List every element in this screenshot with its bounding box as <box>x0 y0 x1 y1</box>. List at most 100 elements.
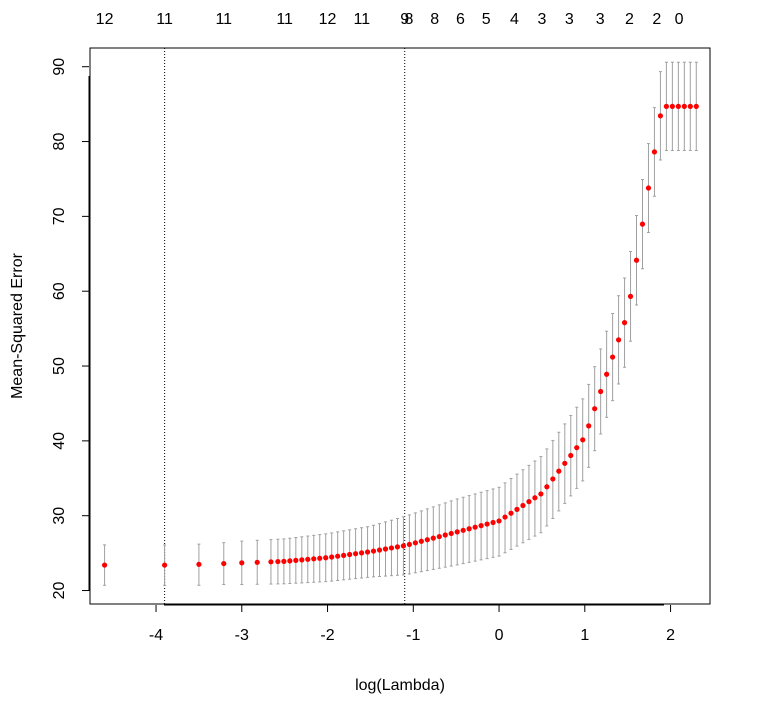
mse-point <box>586 423 592 429</box>
mse-point <box>669 103 675 109</box>
mse-point <box>615 337 622 343</box>
y-tick-label: 70 <box>51 207 68 225</box>
mse-point <box>657 113 664 119</box>
top-axis-nonzero-counts: 12 11 11 11 12 11 98 8 6 5 4 3 3 3 2 2 0 <box>96 11 684 28</box>
mse-point <box>281 558 287 564</box>
y-tick-label: 40 <box>51 432 68 450</box>
top-axis-label: 12 <box>319 11 337 28</box>
mse-point <box>448 530 454 537</box>
mse-point <box>472 524 478 530</box>
mse-point <box>514 506 520 512</box>
mse-point <box>394 544 401 550</box>
y-tick-label: 80 <box>51 133 68 151</box>
x-axis-title: log(Lambda) <box>355 677 445 694</box>
reference-lines <box>164 48 406 604</box>
mse-point <box>598 388 604 395</box>
top-axis-label: 0 <box>675 11 684 28</box>
mse-point <box>376 547 383 553</box>
top-axis-label: 3 <box>565 11 574 28</box>
mse-point <box>645 185 652 191</box>
mse-point <box>370 548 377 554</box>
mse-point <box>382 546 389 552</box>
top-axis-label: 5 <box>482 11 491 28</box>
mse-point <box>335 553 341 559</box>
x-tick-label: -1 <box>406 627 420 644</box>
mse-point <box>478 523 484 529</box>
top-axis-label: 2 <box>625 11 634 28</box>
y-tick-label: 60 <box>51 282 68 300</box>
mse-point <box>162 562 168 568</box>
mse-point <box>538 491 544 497</box>
mse-points <box>101 103 699 568</box>
mse-point <box>627 293 634 299</box>
mse-point <box>254 559 260 565</box>
mse-point <box>400 543 407 549</box>
y-tick-label: 20 <box>51 582 68 600</box>
mse-point <box>520 502 526 509</box>
mse-point <box>299 557 305 563</box>
top-axis-label: 2 <box>652 11 661 28</box>
mse-point <box>687 103 693 109</box>
mse-point <box>101 562 108 568</box>
mse-point <box>358 550 365 556</box>
mse-point <box>663 103 669 109</box>
x-tick-label: 0 <box>495 627 504 644</box>
mse-point <box>406 541 412 548</box>
x-tick-label: -2 <box>320 627 334 644</box>
mse-point <box>490 519 496 526</box>
top-axis-label: 3 <box>537 11 546 28</box>
mse-point <box>388 545 395 551</box>
mse-point <box>442 532 448 538</box>
mse-point <box>293 557 299 563</box>
mse-point <box>580 437 586 443</box>
y-axis: 20 30 40 50 60 70 80 90 <box>51 58 90 600</box>
mse-point <box>568 452 574 459</box>
mse-point <box>353 551 359 557</box>
mse-point <box>532 495 538 501</box>
mse-point <box>329 554 335 560</box>
top-axis-label: 6 <box>456 11 465 28</box>
mse-point <box>550 476 556 482</box>
mse-point <box>502 514 508 520</box>
mse-point <box>275 558 281 565</box>
mse-point <box>287 558 293 564</box>
mse-point <box>268 559 274 565</box>
x-axis: -4 -3 -2 -1 0 1 2 <box>149 604 675 644</box>
mse-point <box>412 540 418 546</box>
mse-point <box>574 445 580 451</box>
mse-point <box>424 537 430 543</box>
mse-point <box>364 549 371 555</box>
error-bars <box>103 61 698 586</box>
mse-point <box>196 561 202 567</box>
mse-point <box>610 354 616 360</box>
mse-point <box>675 103 681 109</box>
top-axis-label: 8 <box>430 11 439 28</box>
x-tick-label: 2 <box>666 627 675 644</box>
top-axis-label: 11 <box>276 11 293 28</box>
top-axis-label: 4 <box>510 11 519 28</box>
mse-point <box>305 556 311 562</box>
mse-point <box>639 221 646 227</box>
mse-point <box>556 468 562 474</box>
mse-point <box>454 529 460 535</box>
top-axis-label: 11 <box>156 11 173 28</box>
y-tick-label: 90 <box>51 58 68 76</box>
top-axis-label: 11 <box>354 11 371 28</box>
x-tick-label: 1 <box>580 627 589 644</box>
mse-point <box>508 510 514 516</box>
mse-point <box>317 555 323 561</box>
mse-point <box>592 406 598 412</box>
mse-point <box>341 552 347 558</box>
mse-point <box>323 555 329 561</box>
mse-point <box>484 521 490 527</box>
mse-point <box>693 103 699 109</box>
mse-point <box>436 533 442 540</box>
mse-point <box>681 103 687 109</box>
y-tick-label: 50 <box>51 357 68 375</box>
mse-point <box>221 560 227 567</box>
mse-point <box>544 484 550 490</box>
mse-point <box>460 527 466 533</box>
top-axis-label: 12 <box>96 11 114 28</box>
mse-point <box>496 518 502 524</box>
